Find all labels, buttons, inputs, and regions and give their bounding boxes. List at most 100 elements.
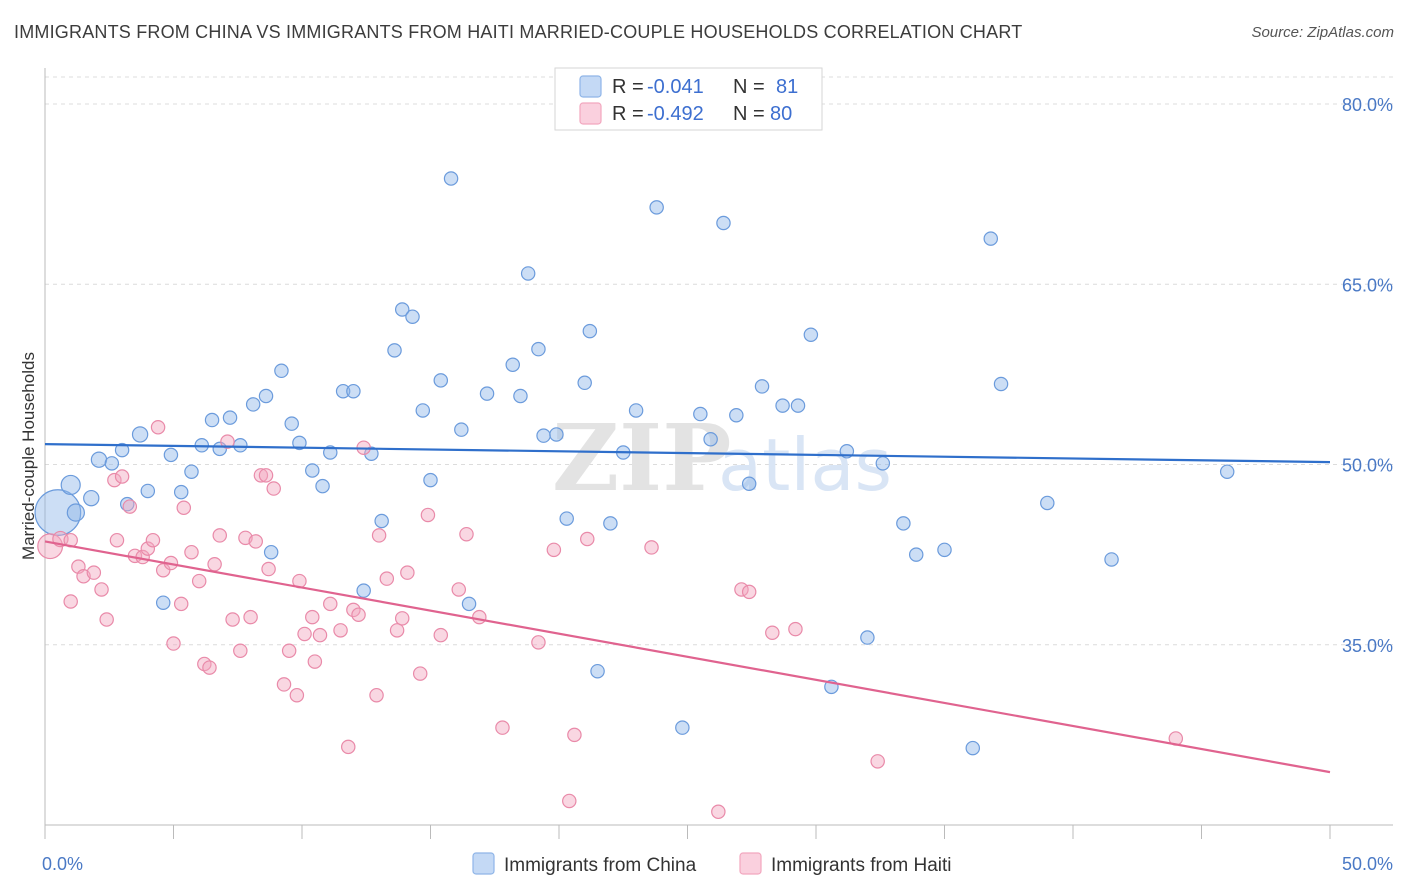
series-legend-swatch-haiti — [739, 852, 762, 875]
china-point — [66, 503, 85, 522]
haiti-point — [312, 627, 328, 643]
haiti-point — [276, 677, 292, 692]
haiti-point — [176, 500, 192, 516]
haiti-point — [86, 565, 102, 580]
y-tick-label: 35.0% — [1342, 636, 1393, 656]
china-point — [140, 483, 156, 499]
china-point — [908, 547, 924, 562]
haiti-point — [109, 532, 125, 548]
china-point — [937, 542, 952, 558]
haiti-point — [412, 666, 428, 681]
china-point — [292, 435, 307, 451]
china-point — [520, 266, 536, 281]
watermark-zip: ZIP — [552, 404, 731, 512]
haiti-point — [297, 626, 312, 642]
haiti-point — [253, 468, 269, 483]
series-legend-swatch-china — [472, 852, 495, 875]
legend-china-n-label: N = — [733, 76, 765, 98]
haiti-point — [433, 627, 449, 643]
china-point — [222, 410, 238, 425]
china-point — [335, 383, 351, 399]
chart-title: IMMIGRANTS FROM CHINA VS IMMIGRANTS FROM… — [14, 22, 1023, 42]
haiti-point — [644, 540, 659, 555]
china-point — [433, 373, 449, 388]
data-points — [34, 171, 1235, 820]
china-point — [803, 327, 819, 342]
haiti-point — [107, 472, 122, 488]
haiti-point — [266, 481, 281, 496]
haiti-point — [63, 594, 78, 609]
china-point — [649, 200, 664, 215]
y-tick-label: 50.0% — [1342, 456, 1393, 476]
haiti-point — [394, 611, 410, 626]
haiti-point — [114, 469, 130, 484]
haiti-point — [389, 623, 405, 638]
china-point — [790, 398, 806, 413]
china-point — [60, 474, 81, 496]
china-point — [461, 596, 477, 612]
china-point — [590, 663, 605, 679]
y-tick-label: 65.0% — [1342, 275, 1393, 295]
china-point — [245, 397, 261, 412]
chart-source: Source: ZipAtlas.com — [1251, 24, 1394, 41]
china-point — [860, 630, 875, 645]
china-point — [549, 427, 564, 442]
china-point — [83, 489, 100, 507]
haiti-point — [122, 499, 138, 514]
legend-china-r-value: -0.041 — [647, 76, 704, 98]
haiti-point — [191, 573, 207, 589]
china-point — [716, 215, 731, 231]
china-point — [163, 447, 179, 463]
china-point — [1219, 464, 1235, 479]
haiti-point — [369, 687, 384, 703]
china-point — [628, 403, 644, 418]
haiti-point — [531, 635, 546, 650]
haiti-point — [207, 556, 222, 572]
china-point — [703, 432, 718, 447]
china-point — [405, 309, 420, 324]
china-point — [875, 456, 891, 471]
china-point — [536, 428, 551, 443]
legend-swatch-china — [579, 75, 602, 98]
china-point — [479, 386, 495, 401]
haiti-point — [94, 582, 109, 597]
china-point — [603, 516, 618, 531]
y-tick-labels: 35.0% 50.0% 65.0% 80.0% — [1342, 95, 1393, 656]
china-point — [204, 412, 220, 428]
y-axis-title: Married-couple Households — [19, 352, 38, 560]
china-point — [896, 516, 911, 531]
china-point — [415, 403, 431, 418]
y-tick-label: 80.0% — [1342, 95, 1393, 115]
china-point — [34, 489, 82, 536]
legend-haiti-r-value: -0.492 — [647, 103, 704, 125]
china-point — [387, 343, 402, 358]
haiti-point — [173, 596, 189, 612]
haiti-point — [495, 720, 510, 735]
china-point — [346, 383, 361, 399]
legend-china-n-value: 81 — [776, 76, 798, 98]
haiti-point — [711, 804, 726, 820]
haiti-point — [166, 636, 181, 651]
china-point — [155, 595, 171, 610]
china-point — [775, 398, 790, 413]
china-point — [119, 496, 135, 512]
china-point — [274, 363, 289, 379]
haiti-point — [225, 612, 240, 627]
china-point — [741, 476, 757, 491]
haiti-point — [140, 541, 156, 556]
haiti-point — [451, 582, 467, 597]
series-legend-label-china: Immigrants from China — [504, 855, 697, 876]
haiti-point — [546, 542, 562, 558]
china-trend-line — [44, 442, 1331, 464]
series-legend-label-haiti: Immigrants from Haiti — [771, 855, 952, 876]
haiti-point — [248, 534, 263, 549]
china-point — [983, 231, 999, 246]
china-point — [454, 422, 469, 437]
haiti-point — [184, 544, 199, 560]
china-point — [754, 379, 770, 394]
china-point — [675, 720, 690, 735]
watermark-atlas: atlas — [718, 423, 892, 507]
haiti-point — [305, 609, 320, 625]
haiti-point — [99, 612, 114, 627]
china-point — [443, 171, 459, 186]
